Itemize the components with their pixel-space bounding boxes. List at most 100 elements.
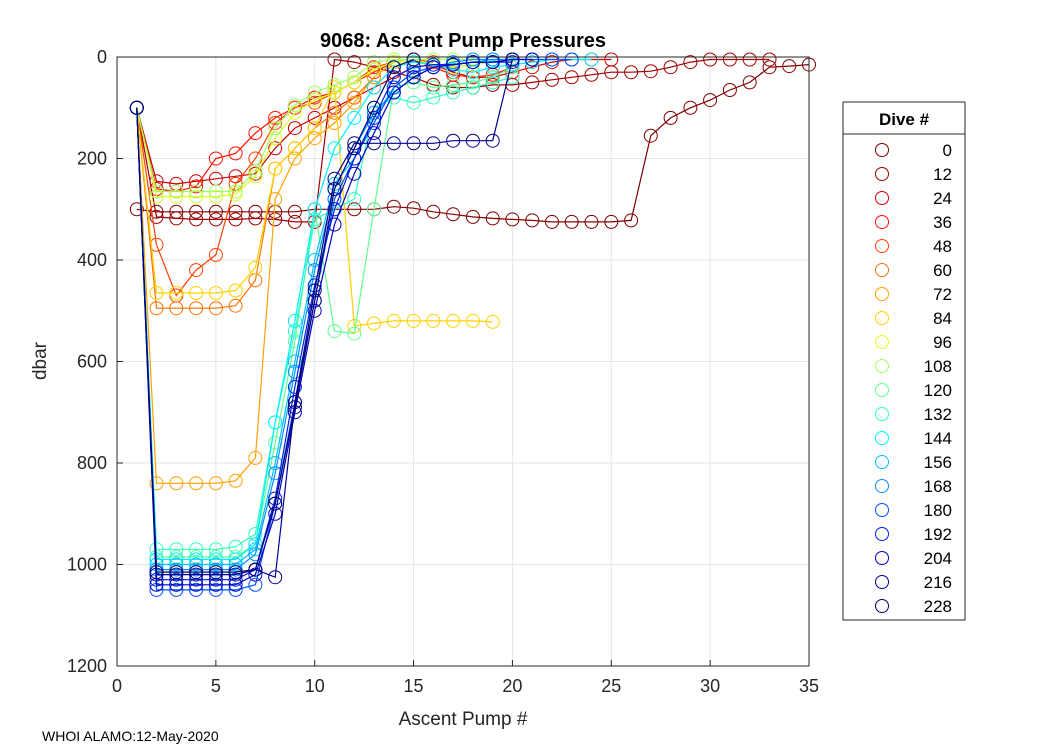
data-point [386, 136, 401, 151]
data-point [426, 80, 441, 95]
y-tick-label: 1200 [67, 656, 107, 676]
legend-label: 216 [924, 573, 952, 592]
data-point [643, 64, 658, 79]
legend-label: 60 [933, 261, 952, 280]
x-tick-label: 25 [601, 676, 621, 696]
chart-title: 9068: Ascent Pump Pressures [320, 30, 606, 52]
data-point [347, 75, 362, 90]
data-point [505, 55, 520, 70]
data-point [347, 70, 362, 85]
legend-label: 204 [924, 549, 952, 568]
data-point [406, 70, 421, 85]
data-point [228, 565, 243, 580]
data-point [208, 557, 223, 572]
data-point [307, 131, 322, 146]
legend-marker [875, 311, 889, 325]
data-point [426, 90, 441, 105]
data-point [426, 52, 441, 67]
data-point [525, 55, 540, 70]
x-tick-label: 15 [404, 676, 424, 696]
legend-label: 96 [933, 333, 952, 352]
data-point [446, 77, 461, 92]
data-point [169, 301, 184, 316]
data-point [228, 473, 243, 488]
data-point [406, 60, 421, 75]
data-point [169, 582, 184, 597]
data-point [465, 55, 480, 70]
legend-label: 180 [924, 501, 952, 520]
legend-entry: 120 [875, 381, 952, 400]
series-line [136, 85, 493, 327]
data-point [287, 100, 302, 115]
legend-entry: 204 [875, 549, 952, 568]
data-point [268, 131, 283, 146]
data-point [367, 116, 381, 130]
y-axis-label: dbar [30, 341, 51, 380]
data-point [624, 65, 639, 80]
data-point [465, 209, 480, 224]
data-point [327, 141, 342, 156]
data-point [327, 192, 342, 207]
data-point [367, 62, 381, 77]
data-point [268, 415, 283, 430]
data-point [228, 298, 243, 313]
legend-entry: 192 [875, 525, 952, 544]
data-point [248, 126, 263, 141]
data-point [228, 176, 243, 191]
legend-entry: 48 [875, 237, 952, 256]
data-point [208, 572, 223, 587]
legend-label: 72 [933, 285, 952, 304]
series-line [136, 76, 513, 550]
data-point [268, 161, 283, 176]
data-point [208, 212, 223, 227]
data-point [564, 70, 579, 85]
data-point [386, 60, 401, 75]
legend-marker [875, 431, 889, 445]
y-tick-label: 800 [77, 453, 107, 473]
data-point [525, 213, 540, 228]
data-point [347, 202, 362, 217]
data-point [189, 476, 204, 491]
data-point [169, 572, 184, 587]
data-point [367, 80, 381, 95]
data-point [169, 286, 184, 300]
data-point [208, 476, 223, 491]
data-point [287, 214, 302, 229]
data-point [485, 133, 500, 148]
data-point [129, 100, 144, 115]
data-point [327, 105, 342, 120]
data-point [683, 55, 698, 70]
data-point [624, 213, 639, 228]
x-tick-label: 0 [112, 676, 122, 696]
data-point [367, 100, 381, 115]
legend-label: 168 [924, 477, 952, 496]
data-point [149, 301, 164, 316]
data-point [545, 55, 559, 70]
series-line [136, 58, 434, 297]
data-point [386, 85, 401, 100]
data-point [208, 204, 223, 219]
data-point [307, 93, 322, 108]
data-point [465, 313, 480, 328]
data-point [327, 182, 342, 196]
data-point [228, 283, 243, 298]
data-point [406, 136, 421, 151]
data-point [465, 52, 480, 67]
axis-ticks: 0 5 10 15 20 25 30 35 0 200 400 600 800 1000 1200 [67, 47, 819, 696]
data-point [248, 260, 263, 275]
data-point [485, 70, 500, 85]
legend-label: 24 [933, 189, 952, 208]
legend: Dive # 0 12 24 36 48 60 72 84 96 108 120 132 144 156 1… [842, 101, 966, 621]
data-point [189, 189, 204, 204]
y-tick-label: 600 [77, 352, 107, 372]
data-point [722, 52, 737, 67]
data-point [584, 52, 599, 67]
data-point [446, 62, 461, 77]
data-point [426, 313, 441, 328]
legend-label: 156 [924, 453, 952, 472]
data-point [465, 75, 480, 90]
data-point [189, 204, 204, 219]
data-point [327, 116, 342, 130]
legend-marker [875, 455, 889, 469]
data-point [545, 214, 559, 229]
